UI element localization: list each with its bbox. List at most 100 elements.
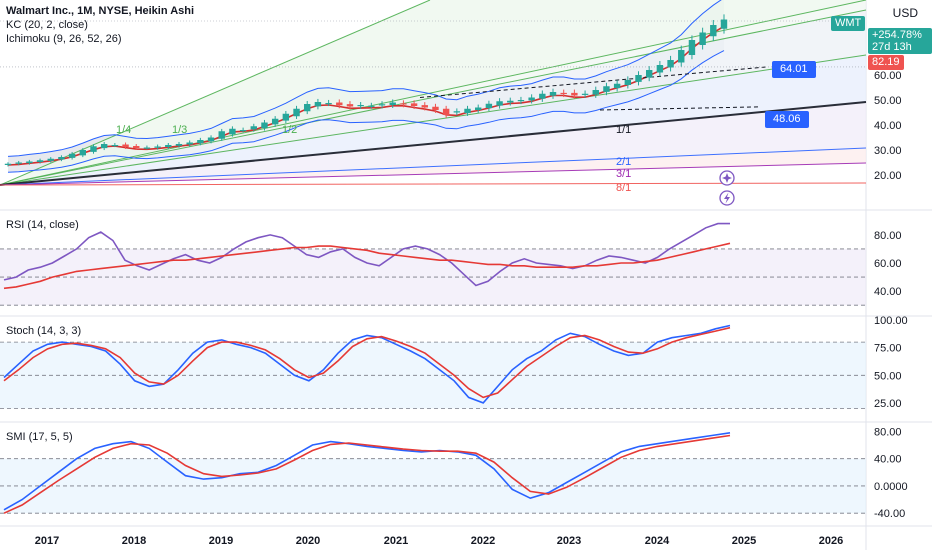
candle-body[interactable] — [100, 144, 108, 149]
candle-body[interactable] — [79, 150, 87, 156]
candle-body[interactable] — [453, 111, 461, 113]
time-tick-label: 2020 — [296, 535, 320, 547]
candle-body[interactable] — [165, 145, 172, 147]
candle-body[interactable] — [218, 131, 225, 139]
candle-body[interactable] — [58, 157, 65, 160]
rsi-legend[interactable]: RSI (14, close) — [6, 219, 79, 231]
candle-body[interactable] — [528, 97, 535, 101]
candle-body[interactable] — [678, 50, 685, 63]
candle-body[interactable] — [496, 101, 503, 106]
candle-body[interactable] — [122, 144, 129, 148]
gann-fan-line — [0, 54, 867, 186]
gann-fan-label: 1/4 — [116, 124, 131, 136]
candle-body[interactable] — [304, 104, 311, 112]
price-tick-label: 30.00 — [874, 145, 902, 157]
candle-body[interactable] — [475, 107, 482, 111]
candle-body[interactable] — [154, 146, 161, 148]
symbol-title[interactable]: Walmart Inc., 1M, NYSE, Heikin Ashi — [6, 5, 195, 17]
stoch-legend[interactable]: Stoch (14, 3, 3) — [6, 325, 82, 337]
candle-body[interactable] — [720, 19, 728, 29]
candle-body[interactable] — [143, 147, 151, 149]
candle-body[interactable] — [549, 92, 557, 96]
candle-body[interactable] — [571, 92, 578, 96]
candle-body[interactable] — [26, 161, 33, 164]
candle-body[interactable] — [293, 108, 300, 117]
candle-body[interactable] — [47, 158, 54, 161]
candle-body[interactable] — [261, 122, 268, 129]
smi-pane[interactable]: -40.00 0.0000 40.00 80.00 — [0, 426, 908, 520]
candle-body[interactable] — [613, 83, 621, 89]
candle-body[interactable] — [624, 80, 632, 85]
candle-body[interactable] — [389, 102, 396, 106]
candle-body[interactable] — [4, 163, 12, 165]
candle-body[interactable] — [207, 137, 215, 142]
candle-body[interactable] — [90, 146, 97, 152]
candle-body[interactable] — [410, 103, 418, 106]
candle-body[interactable] — [603, 86, 610, 92]
gann-fan-label: 1/2 — [282, 124, 297, 136]
candle-body[interactable] — [432, 106, 439, 110]
candle-body[interactable] — [346, 104, 354, 107]
candle-body[interactable] — [656, 65, 664, 73]
candle-body[interactable] — [581, 93, 589, 95]
candle-body[interactable] — [699, 32, 706, 46]
candle-body[interactable] — [325, 103, 332, 105]
candle-body[interactable] — [15, 162, 22, 164]
candle-body[interactable] — [186, 142, 193, 145]
candle-body[interactable] — [667, 60, 674, 68]
candle-body[interactable] — [314, 102, 322, 107]
candle-body[interactable] — [400, 103, 407, 105]
stoch-pane[interactable]: 25.00 50.00 75.00 100.00 — [0, 315, 908, 410]
candle-body[interactable] — [592, 90, 599, 95]
time-axis: 2017 2018 2019 2020 2021 2022 2023 2024 2025 2026 — [35, 535, 843, 547]
smi-legend[interactable]: SMI (17, 5, 5) — [6, 431, 73, 443]
candle-body[interactable] — [229, 128, 236, 135]
candle-body[interactable] — [357, 105, 364, 107]
candle-body[interactable] — [239, 130, 247, 132]
candle-body[interactable] — [250, 126, 257, 130]
time-tick-label: 2025 — [732, 535, 756, 547]
countdown-value: 27d 13h — [872, 41, 912, 53]
gann-fan-label: 2/1 — [616, 156, 631, 168]
gann-fan-label: 1/3 — [172, 124, 187, 136]
candle-body[interactable] — [68, 153, 76, 158]
candle-body[interactable] — [645, 70, 653, 78]
rsi-pane[interactable]: 40.00 60.00 80.00 — [0, 222, 902, 306]
candle-body[interactable] — [175, 144, 183, 146]
candle-body[interactable] — [111, 145, 119, 147]
time-tick-label: 2019 — [209, 535, 233, 547]
candle-body[interactable] — [560, 92, 567, 95]
time-tick-label: 2023 — [557, 535, 581, 547]
candle-body[interactable] — [485, 103, 493, 109]
candle-body[interactable] — [282, 113, 290, 121]
candle-body[interactable] — [336, 102, 343, 106]
oscillator-tick-label: -40.00 — [874, 508, 905, 520]
kc-legend[interactable]: KC (20, 2, close) — [6, 19, 88, 31]
flash-icon[interactable] — [719, 190, 735, 206]
gann-fan-label: 1/1 — [616, 124, 631, 136]
candle-body[interactable] — [517, 100, 525, 102]
alert-icon[interactable] — [719, 170, 735, 186]
candle-body[interactable] — [635, 75, 642, 82]
candlesticks[interactable] — [4, 14, 728, 167]
candle-body[interactable] — [421, 105, 428, 108]
candle-body[interactable] — [710, 25, 717, 37]
price-tick-label: 60.00 — [874, 70, 902, 82]
candle-body[interactable] — [464, 108, 471, 114]
candle-body[interactable] — [442, 108, 450, 115]
candle-body[interactable] — [197, 140, 204, 144]
candle-body[interactable] — [539, 93, 546, 99]
candle-body[interactable] — [271, 118, 279, 125]
candle-body[interactable] — [688, 40, 696, 55]
candle-body[interactable] — [368, 105, 375, 107]
ichimoku-legend[interactable]: Ichimoku (9, 26, 52, 26) — [6, 33, 122, 45]
oscillator-tick-label: 100.00 — [874, 315, 908, 327]
candle-body[interactable] — [507, 100, 514, 103]
series-line-signal — [3, 242, 731, 290]
price-tick-label: 40.00 — [874, 120, 902, 132]
candle-body[interactable] — [133, 146, 140, 148]
candle-body[interactable] — [36, 160, 44, 162]
candle-body[interactable] — [378, 104, 386, 106]
currency-label[interactable]: USD — [892, 6, 918, 20]
